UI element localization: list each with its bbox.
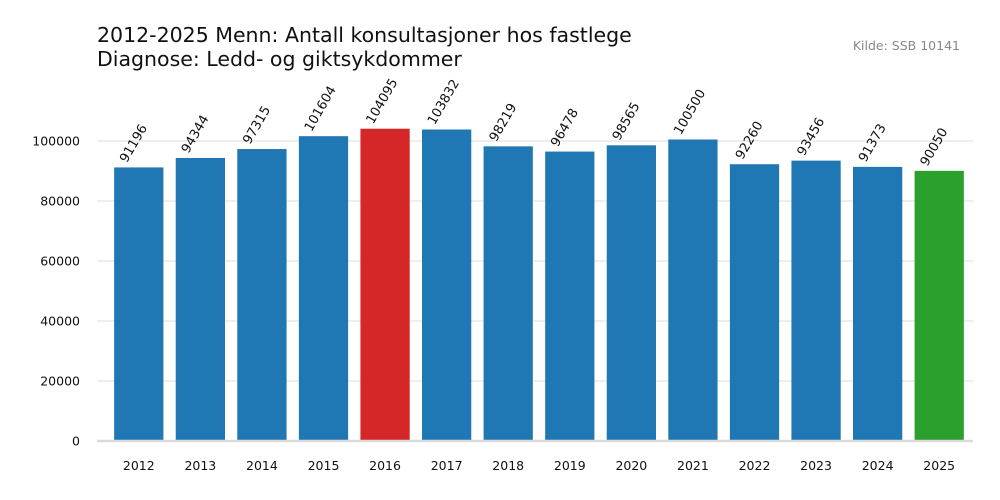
chart-title-line-2: Diagnose: Ledd- og giktsykdommer (97, 46, 462, 71)
source-note: Kilde: SSB 10141 (852, 38, 960, 53)
bar-2014 (237, 149, 287, 441)
bar-2012 (114, 167, 164, 442)
bar-2020 (606, 145, 656, 441)
bar-2022 (729, 164, 780, 441)
chart-title: 2012-2025 Menn: Antall konsultasjoner ho… (97, 23, 632, 71)
value-label-2015: 101604 (302, 84, 340, 134)
x-tick-label-2025: 2025 (923, 458, 955, 473)
value-label-2018: 98219 (487, 101, 521, 144)
bar-2025 (914, 170, 964, 441)
x-tick-label-2022: 2022 (739, 458, 771, 473)
value-label-2013: 94344 (179, 113, 213, 156)
bar-2019 (545, 151, 595, 442)
chart-title-line-1: 2012-2025 Menn: Antall konsultasjoner ho… (97, 23, 632, 47)
bar-2023 (791, 160, 841, 441)
x-tick-label-2013: 2013 (184, 458, 216, 473)
value-label-2025: 90050 (918, 126, 952, 169)
x-tick-label-2021: 2021 (677, 458, 709, 473)
value-label-2020: 98565 (610, 100, 644, 143)
bar-2016 (360, 128, 410, 441)
y-tick-label: 20000 (40, 374, 80, 389)
y-tick-label: 100000 (32, 134, 80, 149)
value-label-2021: 100500 (671, 87, 709, 137)
x-tick-label-2016: 2016 (369, 458, 401, 473)
y-tick-label: 60000 (40, 254, 80, 269)
bar-2021 (668, 139, 718, 441)
x-tick-label-2018: 2018 (492, 458, 524, 473)
x-tick-label-2019: 2019 (554, 458, 586, 473)
value-label-2019: 96478 (548, 106, 582, 149)
bar-2024 (853, 166, 903, 442)
value-label-2017: 103832 (425, 77, 463, 127)
y-tick-label: 0 (72, 434, 80, 449)
bar-2017 (422, 129, 472, 441)
value-label-2012: 91196 (117, 122, 151, 165)
x-tick-label-2023: 2023 (800, 458, 832, 473)
bar-2013 (175, 157, 225, 441)
bar-2015 (298, 136, 349, 442)
x-tick-label-2020: 2020 (615, 458, 647, 473)
x-tick-label-2015: 2015 (308, 458, 340, 473)
x-tick-label-2012: 2012 (123, 458, 155, 473)
y-tick-label: 40000 (40, 314, 80, 329)
value-label-2016: 104095 (364, 76, 402, 126)
x-tick-label-2014: 2014 (246, 458, 278, 473)
y-tick-label: 80000 (40, 194, 80, 209)
x-tick-label-2017: 2017 (431, 458, 463, 473)
bar-2018 (483, 146, 533, 441)
value-label-2024: 91373 (856, 122, 890, 165)
x-tick-label-2024: 2024 (862, 458, 894, 473)
value-label-2023: 93456 (795, 115, 829, 158)
